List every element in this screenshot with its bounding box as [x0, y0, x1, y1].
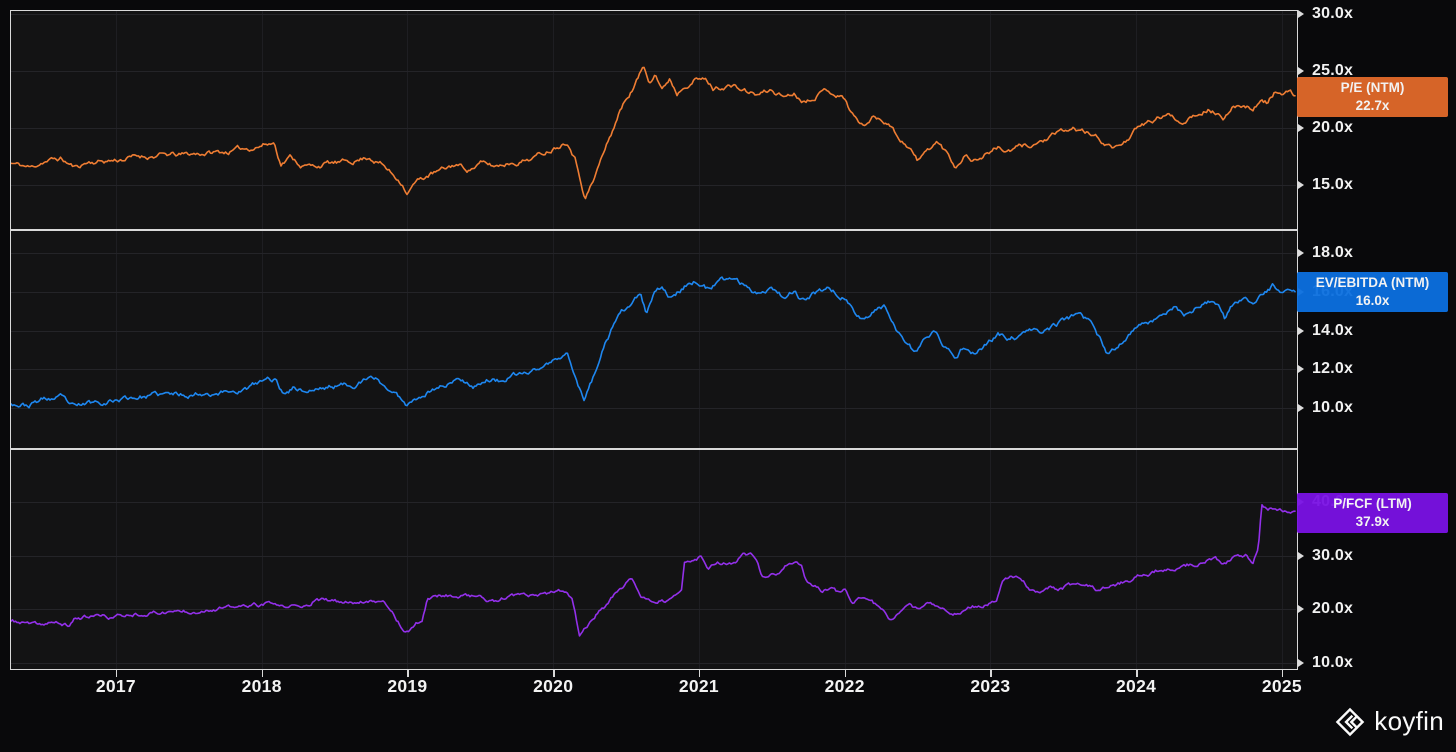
x-tick-mark [115, 670, 118, 677]
x-tick-mark [698, 670, 701, 677]
series-line-2 [10, 276, 1296, 409]
y-tick-arrow-icon [1298, 659, 1304, 667]
year-gridline [698, 11, 700, 669]
value-gridline [11, 128, 1296, 129]
series-badge: P/E (NTM) 22.7x [1297, 77, 1448, 118]
value-gridline [11, 609, 1296, 611]
series-badge: EV/EBITDA (NTM) 16.0x [1297, 271, 1448, 312]
series-badge-label: P/FCF (LTM) [1333, 496, 1412, 512]
year-gridline [1136, 11, 1138, 669]
y-tick-label: 30.0x [1312, 546, 1354, 564]
x-tick-label: 2020 [533, 676, 574, 696]
y-tick-arrow-icon [1298, 404, 1304, 413]
x-tick-label: 2024 [1116, 676, 1157, 696]
year-gridline [553, 11, 555, 669]
x-tick-mark [407, 670, 409, 677]
series-line-1 [10, 66, 1296, 200]
value-gridline [11, 555, 1296, 557]
koyfin-watermark: koyfin [1335, 706, 1444, 737]
x-tick-label: 2018 [241, 676, 282, 696]
y-tick-arrow-icon [1298, 181, 1304, 189]
y-tick-label: 12.0x [1312, 360, 1354, 378]
year-gridline [844, 11, 846, 669]
value-gridline [11, 253, 1296, 255]
x-tick-label: 2017 [95, 676, 136, 696]
y-tick-arrow-icon [1298, 249, 1304, 258]
y-tick-label: 10.0x [1312, 654, 1354, 671]
series-badge-label: EV/EBITDA (NTM) [1315, 274, 1430, 290]
y-tick-label: 20.0x [1312, 119, 1354, 136]
series-badge-value: 22.7x [1355, 98, 1390, 114]
x-tick-label: 2019 [387, 676, 428, 696]
x-tick-mark [553, 670, 555, 677]
koyfin-logo-text: koyfin [1374, 706, 1444, 736]
y-tick-arrow-icon [1298, 605, 1304, 614]
y-tick-arrow-icon [1298, 551, 1304, 560]
y-tick-label: 15.0x [1312, 176, 1354, 193]
y-tick-label: 18.0x [1312, 244, 1354, 262]
x-tick-mark [261, 670, 264, 677]
y-tick-label: 20.0x [1312, 600, 1354, 618]
x-tick-mark [990, 670, 992, 677]
value-gridline [11, 14, 1296, 15]
koyfin-logo-icon [1335, 707, 1365, 736]
x-tick-mark [1136, 670, 1138, 677]
year-gridline [407, 11, 409, 669]
year-gridline [990, 11, 992, 669]
value-gridline [11, 71, 1296, 72]
series-badge-value: 16.0x [1355, 292, 1390, 308]
y-tick-label: 30.0x [1312, 5, 1354, 22]
y-tick-label: 14.0x [1312, 321, 1354, 339]
series-line-3 [10, 504, 1296, 637]
x-tick-label: 2022 [824, 676, 865, 696]
series-badge-value: 37.9x [1355, 514, 1390, 530]
value-gridline [11, 663, 1296, 664]
year-gridline [115, 11, 117, 669]
y-tick-arrow-icon [1298, 365, 1304, 374]
x-tick-mark [1281, 670, 1284, 677]
x-tick-label: 2025 [1261, 676, 1302, 696]
y-tick-arrow-icon [1298, 67, 1304, 75]
year-gridline [261, 11, 263, 669]
value-gridline [11, 408, 1296, 410]
series-badge: P/FCF (LTM) 37.9x [1297, 493, 1448, 534]
plot-background [10, 10, 1298, 670]
x-tick-mark [844, 670, 847, 677]
y-tick-label: 10.0x [1312, 399, 1354, 417]
value-gridline [11, 502, 1296, 503]
y-tick-arrow-icon [1298, 326, 1304, 335]
value-gridline [11, 185, 1296, 186]
y-tick-label: 25.0x [1312, 62, 1354, 79]
value-gridline [11, 330, 1296, 332]
x-tick-label: 2021 [678, 676, 719, 696]
series-badge-label: P/E (NTM) [1340, 80, 1405, 96]
x-tick-label: 2023 [970, 676, 1011, 696]
y-tick-arrow-icon [1298, 10, 1304, 18]
value-gridline [11, 369, 1296, 371]
y-tick-arrow-icon [1298, 124, 1304, 132]
year-gridline [1281, 11, 1283, 669]
